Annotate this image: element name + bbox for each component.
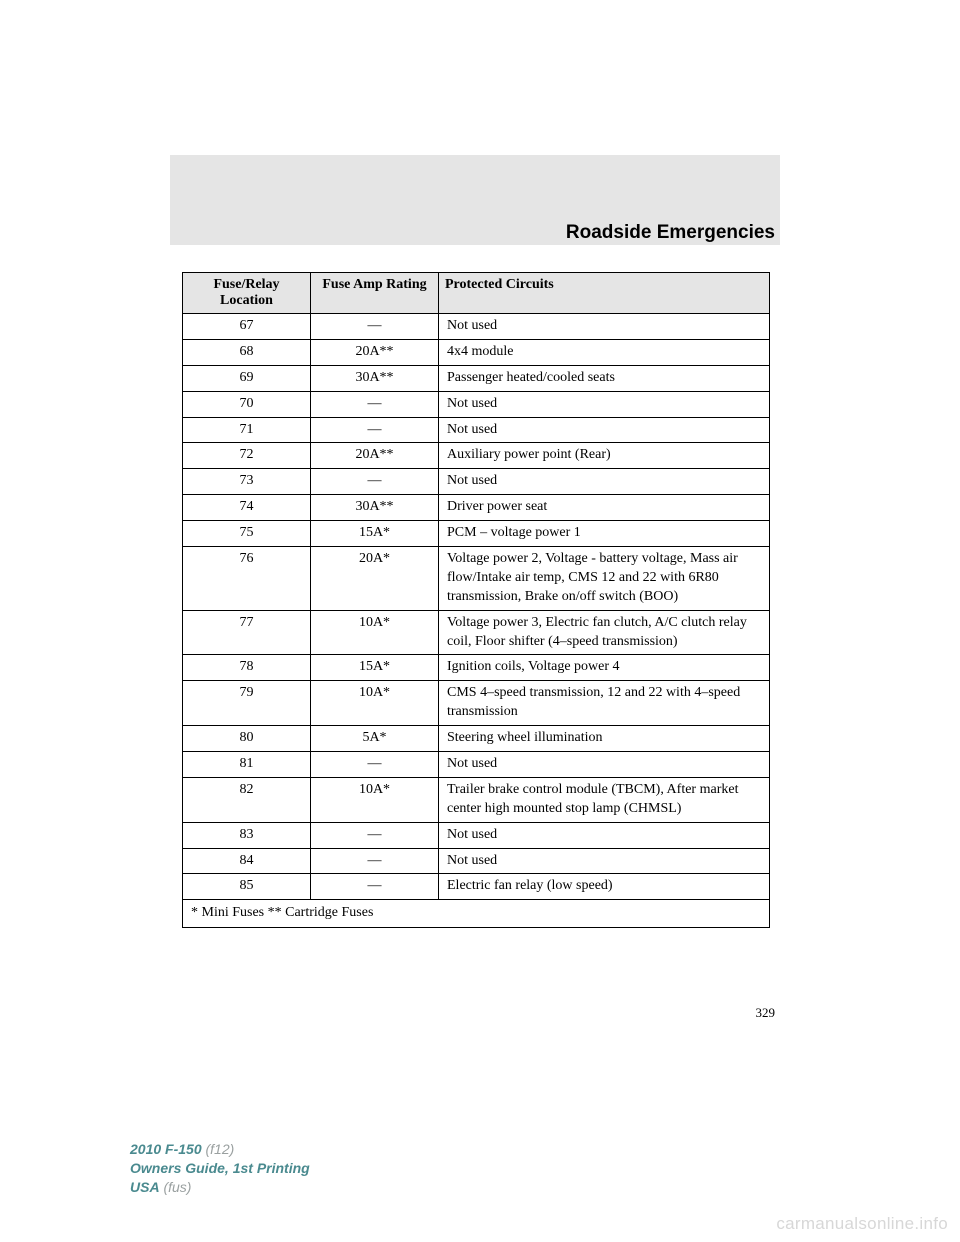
cell-circ: Not used [439, 752, 770, 778]
cell-amp: — [311, 469, 439, 495]
table-body: 67—Not used 6820A**4x4 module 6930A**Pas… [183, 314, 770, 928]
footer-region-code: (fus) [163, 1179, 191, 1195]
page-number: 329 [756, 1005, 776, 1021]
section-title: Roadside Emergencies [566, 222, 775, 244]
cell-circ: 4x4 module [439, 339, 770, 365]
cell-amp: — [311, 752, 439, 778]
footer-line-3: USA (fus) [130, 1178, 310, 1197]
cell-amp: — [311, 417, 439, 443]
header-fuse-location: Fuse/Relay Location [183, 273, 311, 314]
cell-circ: Passenger heated/cooled seats [439, 365, 770, 391]
header-fuse-amp: Fuse Amp Rating [311, 273, 439, 314]
table-row: 7515A*PCM – voltage power 1 [183, 521, 770, 547]
watermark: carmanualsonline.info [776, 1214, 948, 1234]
cell-circ: Not used [439, 822, 770, 848]
table-row: 6930A**Passenger heated/cooled seats [183, 365, 770, 391]
table-row: 7910A*CMS 4–speed transmission, 12 and 2… [183, 681, 770, 726]
table-header-row: Fuse/Relay Location Fuse Amp Rating Prot… [183, 273, 770, 314]
cell-circ: Driver power seat [439, 495, 770, 521]
table-row: 83—Not used [183, 822, 770, 848]
cell-loc: 76 [183, 547, 311, 611]
table-row: 805A*Steering wheel illumination [183, 726, 770, 752]
cell-amp: 30A** [311, 365, 439, 391]
cell-circ: PCM – voltage power 1 [439, 521, 770, 547]
header-protected-circuits: Protected Circuits [439, 273, 770, 314]
cell-loc: 74 [183, 495, 311, 521]
table-row: 71—Not used [183, 417, 770, 443]
page: Roadside Emergencies Fuse/Relay Location… [0, 0, 960, 1242]
cell-circ: Voltage power 3, Electric fan clutch, A/… [439, 610, 770, 655]
cell-loc: 85 [183, 874, 311, 900]
cell-amp: 10A* [311, 681, 439, 726]
table-row: 85—Electric fan relay (low speed) [183, 874, 770, 900]
cell-amp: — [311, 874, 439, 900]
footer-guide: Owners Guide, 1st Printing [130, 1159, 310, 1178]
footer: 2010 F-150 (f12) Owners Guide, 1st Print… [130, 1140, 310, 1197]
cell-circ: Ignition coils, Voltage power 4 [439, 655, 770, 681]
cell-amp: 20A** [311, 339, 439, 365]
table-row: 8210A*Trailer brake control module (TBCM… [183, 777, 770, 822]
footer-line-1: 2010 F-150 (f12) [130, 1140, 310, 1159]
table-row: 7620A*Voltage power 2, Voltage - battery… [183, 547, 770, 611]
footer-model-code: (f12) [206, 1141, 235, 1157]
table-footnote: * Mini Fuses ** Cartridge Fuses [183, 900, 770, 928]
table-row: 73—Not used [183, 469, 770, 495]
cell-circ: Auxiliary power point (Rear) [439, 443, 770, 469]
footer-model: 2010 F-150 [130, 1141, 202, 1157]
cell-loc: 82 [183, 777, 311, 822]
cell-amp: 30A** [311, 495, 439, 521]
cell-loc: 84 [183, 848, 311, 874]
cell-amp: 15A* [311, 521, 439, 547]
cell-loc: 77 [183, 610, 311, 655]
cell-loc: 71 [183, 417, 311, 443]
cell-amp: 20A** [311, 443, 439, 469]
cell-amp: 15A* [311, 655, 439, 681]
cell-loc: 70 [183, 391, 311, 417]
cell-circ: CMS 4–speed transmission, 12 and 22 with… [439, 681, 770, 726]
cell-amp: 10A* [311, 777, 439, 822]
cell-loc: 72 [183, 443, 311, 469]
cell-loc: 75 [183, 521, 311, 547]
cell-loc: 83 [183, 822, 311, 848]
cell-amp: — [311, 314, 439, 340]
cell-circ: Not used [439, 417, 770, 443]
cell-amp: — [311, 848, 439, 874]
cell-circ: Voltage power 2, Voltage - battery volta… [439, 547, 770, 611]
fuse-table: Fuse/Relay Location Fuse Amp Rating Prot… [182, 272, 770, 928]
table-row: 7815A*Ignition coils, Voltage power 4 [183, 655, 770, 681]
table-row: 7710A*Voltage power 3, Electric fan clut… [183, 610, 770, 655]
cell-loc: 80 [183, 726, 311, 752]
cell-loc: 78 [183, 655, 311, 681]
table-row: 7220A**Auxiliary power point (Rear) [183, 443, 770, 469]
cell-loc: 79 [183, 681, 311, 726]
cell-loc: 68 [183, 339, 311, 365]
footer-region: USA [130, 1179, 160, 1195]
cell-circ: Not used [439, 848, 770, 874]
table-row: 81—Not used [183, 752, 770, 778]
cell-circ: Electric fan relay (low speed) [439, 874, 770, 900]
cell-amp: — [311, 822, 439, 848]
cell-amp: — [311, 391, 439, 417]
table-row: 6820A**4x4 module [183, 339, 770, 365]
cell-loc: 69 [183, 365, 311, 391]
cell-circ: Trailer brake control module (TBCM), Aft… [439, 777, 770, 822]
cell-amp: 5A* [311, 726, 439, 752]
table-row: 70—Not used [183, 391, 770, 417]
cell-loc: 73 [183, 469, 311, 495]
cell-circ: Not used [439, 469, 770, 495]
table-row: 67—Not used [183, 314, 770, 340]
cell-circ: Not used [439, 314, 770, 340]
cell-loc: 81 [183, 752, 311, 778]
cell-amp: 20A* [311, 547, 439, 611]
cell-amp: 10A* [311, 610, 439, 655]
cell-circ: Not used [439, 391, 770, 417]
table-row: 7430A**Driver power seat [183, 495, 770, 521]
cell-circ: Steering wheel illumination [439, 726, 770, 752]
table-row: 84—Not used [183, 848, 770, 874]
table-footnote-row: * Mini Fuses ** Cartridge Fuses [183, 900, 770, 928]
cell-loc: 67 [183, 314, 311, 340]
